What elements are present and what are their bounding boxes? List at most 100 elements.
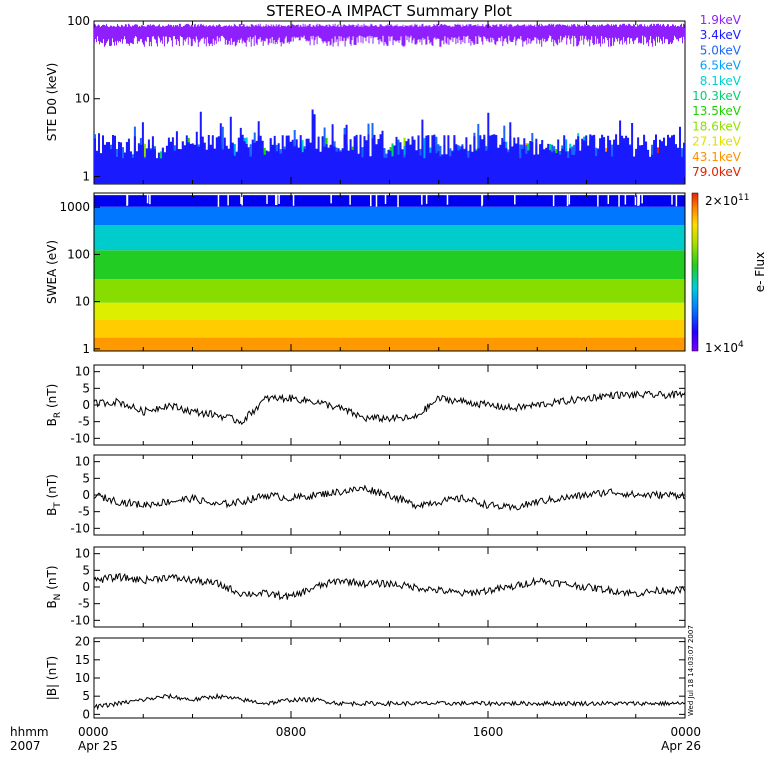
swea-data-gap [446, 194, 449, 205]
swea-data-gap [292, 194, 295, 206]
swea-band-60eV [94, 250, 685, 280]
swea-data-gap [425, 194, 428, 204]
bn-y-tick-label: 10 [75, 547, 90, 561]
bn-y-tick-label: -5 [78, 597, 90, 611]
swea-data-gap [552, 194, 555, 206]
br-series-line [93, 390, 686, 426]
legend-entry-18.6keV: 18.6keV [692, 119, 742, 133]
swea-data-gap [566, 194, 569, 207]
swea-data-gap [568, 194, 571, 205]
swea-data-gap [241, 194, 243, 206]
swea-data-gap [227, 194, 229, 206]
br-plot-frame [93, 364, 686, 446]
swea-panel: 1 10 100 1000 SWEA (eV) 2×1011 1×104 e- Flu… [45, 192, 767, 356]
swea-band-250eV [94, 225, 685, 251]
swea-data-gap [638, 194, 640, 206]
bn-y-tick-label: 0 [82, 580, 90, 594]
bmag-y-tick-label: 0 [82, 707, 90, 721]
bt-y-tick-label: 5 [82, 471, 90, 485]
bmag-y-tick-label: 10 [75, 671, 90, 685]
bmag-y-tick-label: 15 [75, 653, 90, 667]
bmag-y-tick-label: 20 [75, 635, 90, 649]
bn-y-tick-label: -10 [70, 613, 90, 627]
legend-entry-43.1keV: 43.1keV [692, 150, 742, 164]
swea-y-tick-label: 1 [82, 342, 90, 356]
bt-y-tick-label: 0 [82, 488, 90, 502]
x-axis-label-year: 2007 [10, 739, 41, 753]
swea-band-1500eV [94, 195, 685, 207]
swea-data-gap [637, 194, 639, 206]
swea-data-gap [671, 194, 673, 205]
ste-data-layer [94, 23, 685, 184]
x-tick-date: Apr 26 [661, 739, 701, 753]
legend-entry-5.0keV: 5.0keV [700, 43, 742, 57]
bt-y-ticks: 10 5 0 -5 -10 [70, 455, 685, 535]
swea-data-gap [278, 194, 280, 204]
legend-entry-8.1keV: 8.1keV [700, 74, 742, 88]
swea-data-gap [217, 194, 220, 207]
swea-data-gap [514, 194, 516, 205]
swea-data-gap [146, 194, 149, 204]
swea-data-gap [274, 194, 277, 206]
bt-y-axis-label: BT (nT) [45, 474, 63, 516]
br-y-tick-label: -5 [78, 415, 90, 429]
swea-data-gap [240, 194, 242, 205]
swea-data-gap [618, 194, 620, 207]
ste-series-3.4keV [94, 109, 685, 184]
swea-y-tick-label: 10 [75, 295, 90, 309]
swea-y-tick-label: 1000 [59, 200, 90, 214]
swea-band-6eV [94, 302, 685, 320]
bmag-y-axis-label: |B| (nT) [45, 656, 59, 700]
legend-entry-1.9keV: 1.9keV [700, 13, 742, 27]
bmag-panel: 20 15 10 5 0 |B| (nT) [45, 635, 686, 721]
swea-colorbar [691, 192, 699, 352]
swea-data-gap [624, 194, 627, 205]
swea-data-gap [675, 194, 678, 207]
bn-panel: 10 5 0 -5 -10 BN (nT) [45, 546, 686, 628]
chart-title: STEREO-A IMPACT Summary Plot [266, 2, 512, 20]
ste-y-tick-label: 10 [75, 92, 90, 106]
legend-entry-79.0keV: 79.0keV [692, 165, 742, 179]
legend-entry-10.3keV: 10.3keV [692, 89, 742, 103]
swea-band-3eV [94, 319, 685, 338]
swea-data-gap [349, 194, 351, 205]
bmag-series-line [93, 692, 686, 711]
swea-y-axis-label: SWEA (eV) [45, 240, 59, 304]
bn-y-ticks: 10 5 0 -5 -10 [70, 547, 685, 627]
swea-data-gap [634, 194, 637, 206]
ste-series-1.9keV [94, 23, 685, 47]
swea-y-ticks: 1 10 100 1000 [59, 200, 100, 356]
bt-panel: 10 5 0 -5 -10 BT (nT) [45, 454, 686, 536]
swea-data-gap [397, 194, 399, 208]
colorbar-label: e- Flux [753, 252, 767, 292]
x-tick-label: 1600 [473, 725, 504, 739]
colorbar-max-label: 2×1011 [705, 193, 749, 208]
bt-y-tick-label: -5 [78, 505, 90, 519]
bn-y-axis-label: BN (nT) [45, 565, 63, 608]
x-tick-label: 0000 [670, 725, 701, 739]
br-y-tick-label: -10 [70, 431, 90, 445]
ste-y-ticks: 1 10 100 [67, 14, 100, 183]
x-axis-label-hhmm: hhmm [10, 725, 49, 739]
br-y-tick-label: 5 [82, 381, 90, 395]
br-y-tick-label: 0 [82, 398, 90, 412]
bt-y-tick-label: 10 [75, 455, 90, 469]
swea-data-gap [275, 194, 278, 206]
bmag-y-tick-label: 5 [82, 689, 90, 703]
br-y-axis-label: BR (nT) [45, 384, 63, 427]
swea-data-gap [481, 194, 484, 205]
bn-y-tick-label: 5 [82, 563, 90, 577]
legend-entry-3.4keV: 3.4keV [700, 28, 742, 42]
swea-y-tick-label: 100 [67, 247, 90, 261]
swea-data-gap [607, 194, 610, 204]
swea-data-gap [375, 194, 378, 207]
swea-data-gap [330, 194, 332, 204]
bt-y-tick-label: -10 [70, 521, 90, 535]
ste-y-tick-label: 1 [82, 169, 90, 183]
bmag-y-ticks: 20 15 10 5 0 [75, 635, 685, 721]
generation-timestamp: Wed Jul 18 14:03:07 2007 [687, 625, 695, 716]
x-tick-label: 0000 [78, 725, 109, 739]
